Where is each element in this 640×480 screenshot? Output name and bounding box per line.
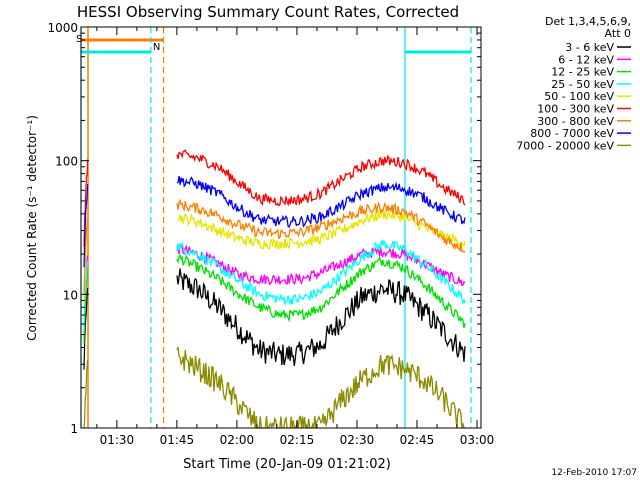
series-line <box>176 268 466 366</box>
series-line <box>176 175 466 228</box>
series-lines <box>83 149 466 429</box>
legend-label: 800 - 7000 keV <box>530 127 614 140</box>
x-tick-label: 01:45 <box>160 433 195 447</box>
plot-frame <box>80 26 482 429</box>
series-line <box>176 243 466 287</box>
series-start-spike <box>83 218 89 294</box>
y-tick-label: 100 <box>55 155 78 169</box>
series-line <box>176 149 466 207</box>
legend-label: 12 - 25 keV <box>551 66 614 79</box>
legend-label: 7000 - 20000 keV <box>516 139 614 152</box>
series-line <box>176 346 465 429</box>
axes: 01:30 01:45 02:00 02:15 02:30 02:45 03:00 1 10 10… <box>47 21 494 447</box>
legend-label: 3 - 6 keV <box>565 41 614 54</box>
series-start-spike <box>83 183 89 268</box>
x-tick-label: 02:00 <box>220 433 255 447</box>
series-line <box>176 198 466 254</box>
series-start-spike <box>83 287 89 370</box>
series-line <box>176 239 466 306</box>
segment-label: S <box>76 34 82 45</box>
y-tick-label: 1000 <box>47 21 78 35</box>
x-tick-label: 03:00 <box>460 433 495 447</box>
legend-label: 50 - 100 keV <box>544 90 614 103</box>
legend-label: 100 - 300 keV <box>537 103 614 116</box>
legend-label: 300 - 800 keV <box>537 115 614 128</box>
x-tick-label: 02:30 <box>340 433 375 447</box>
y-tick-label: 10 <box>63 288 78 302</box>
series-start-spike <box>83 159 89 247</box>
segment-label: N <box>153 42 160 53</box>
series-line <box>176 253 466 329</box>
series-start-spike <box>83 360 89 429</box>
y-axis-label: Corrected Count Rate (s⁻¹ detector⁻¹) <box>25 115 39 341</box>
x-axis-label: Start Time (20-Jan-09 01:21:02) <box>183 457 391 472</box>
chart-title: HESSI Observing Summary Count Rates, Cor… <box>77 3 459 21</box>
x-tick-label: 02:45 <box>400 433 435 447</box>
x-tick-label: 01:30 <box>100 433 135 447</box>
legend-header-line-1: Det 1,3,4,5,6,9, <box>545 15 631 28</box>
y-tick-label: 1 <box>70 422 78 436</box>
x-tick-label: 02:15 <box>280 433 315 447</box>
legend-label: 25 - 50 keV <box>551 78 614 91</box>
timestamp: 12-Feb-2010 17:07 <box>551 468 637 478</box>
legend-label: 6 - 12 keV <box>558 53 614 66</box>
legend-header-line-2: Att 0 <box>605 27 631 40</box>
